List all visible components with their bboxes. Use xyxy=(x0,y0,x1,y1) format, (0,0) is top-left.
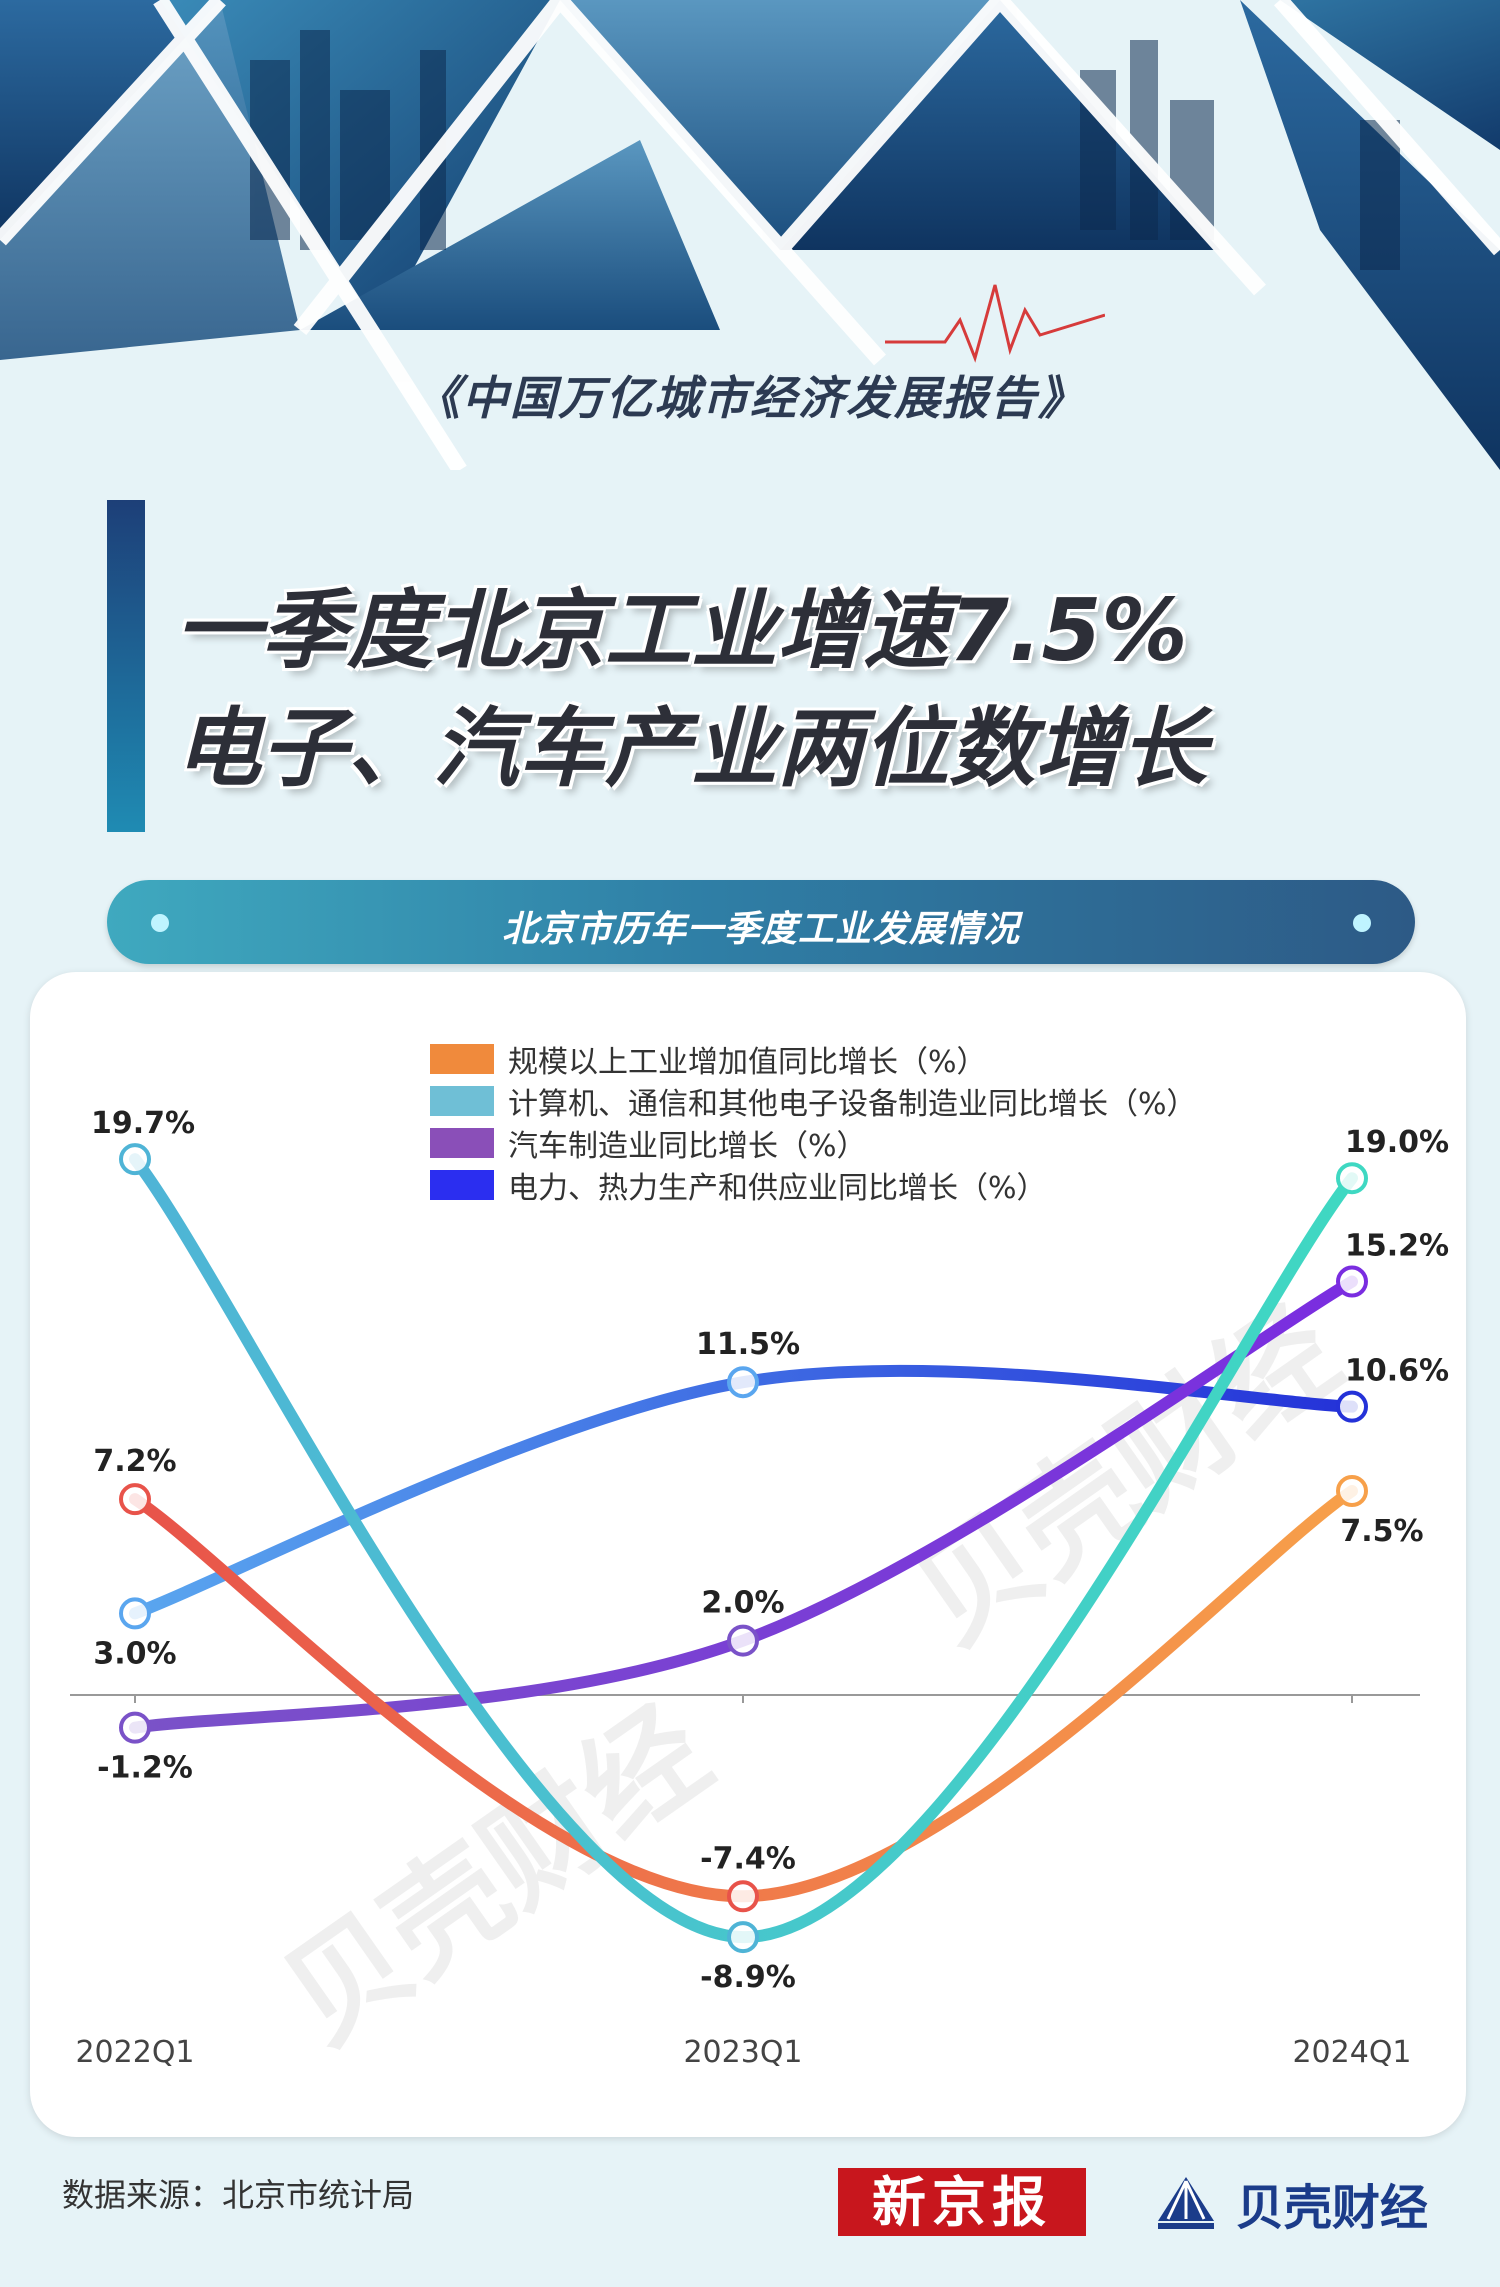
chart-legend: 规模以上工业增加值同比增长（%） 计算机、通信和其他电子设备制造业同比增长（%）… xyxy=(430,1038,1197,1206)
section-title: 北京市历年一季度工业发展情况 xyxy=(501,909,1020,950)
legend-item: 汽车制造业同比增长（%） xyxy=(430,1122,1197,1164)
photo-tile xyxy=(300,140,720,330)
shell-icon xyxy=(1158,2177,1214,2229)
beike-logo-text: 贝壳财经 xyxy=(1236,2180,1429,2236)
xinjingbao-logo: 新京报 xyxy=(838,2168,1086,2236)
data-source: 数据来源：北京市统计局 xyxy=(62,2176,415,2214)
headline-accent-bar xyxy=(107,500,145,832)
report-title: 《中国万亿城市经济发展报告》 xyxy=(414,371,1086,425)
legend-swatch xyxy=(430,1086,494,1116)
pulse-line-icon xyxy=(885,284,1105,363)
legend-label: 汽车制造业同比增长（%） xyxy=(508,1129,867,1164)
headline-line-1: 一季度北京工业增速7.5% xyxy=(175,581,1188,681)
banner-dot-icon xyxy=(151,914,169,932)
beike-logo: 贝壳财经 xyxy=(1148,2168,1428,2238)
legend-label: 电力、热力生产和供应业同比增长（%） xyxy=(508,1171,1047,1206)
legend-label: 计算机、通信和其他电子设备制造业同比增长（%） xyxy=(508,1087,1197,1122)
legend-swatch xyxy=(430,1128,494,1158)
headline-line-2: 电子、汽车产业两位数增长 xyxy=(175,699,1207,799)
legend-item: 电力、热力生产和供应业同比增长（%） xyxy=(430,1164,1197,1206)
legend-label: 规模以上工业增加值同比增长（%） xyxy=(508,1045,987,1080)
section-title-banner: 北京市历年一季度工业发展情况 xyxy=(107,880,1415,964)
legend-item: 规模以上工业增加值同比增长（%） xyxy=(430,1038,1197,1080)
legend-item: 计算机、通信和其他电子设备制造业同比增长（%） xyxy=(430,1080,1197,1122)
photo-tile xyxy=(1000,0,1500,150)
hero-banner xyxy=(0,0,1500,470)
legend-swatch xyxy=(430,1044,494,1074)
banner-dot-icon xyxy=(1353,914,1371,932)
legend-swatch xyxy=(430,1170,494,1200)
photo-tile xyxy=(560,0,1000,250)
